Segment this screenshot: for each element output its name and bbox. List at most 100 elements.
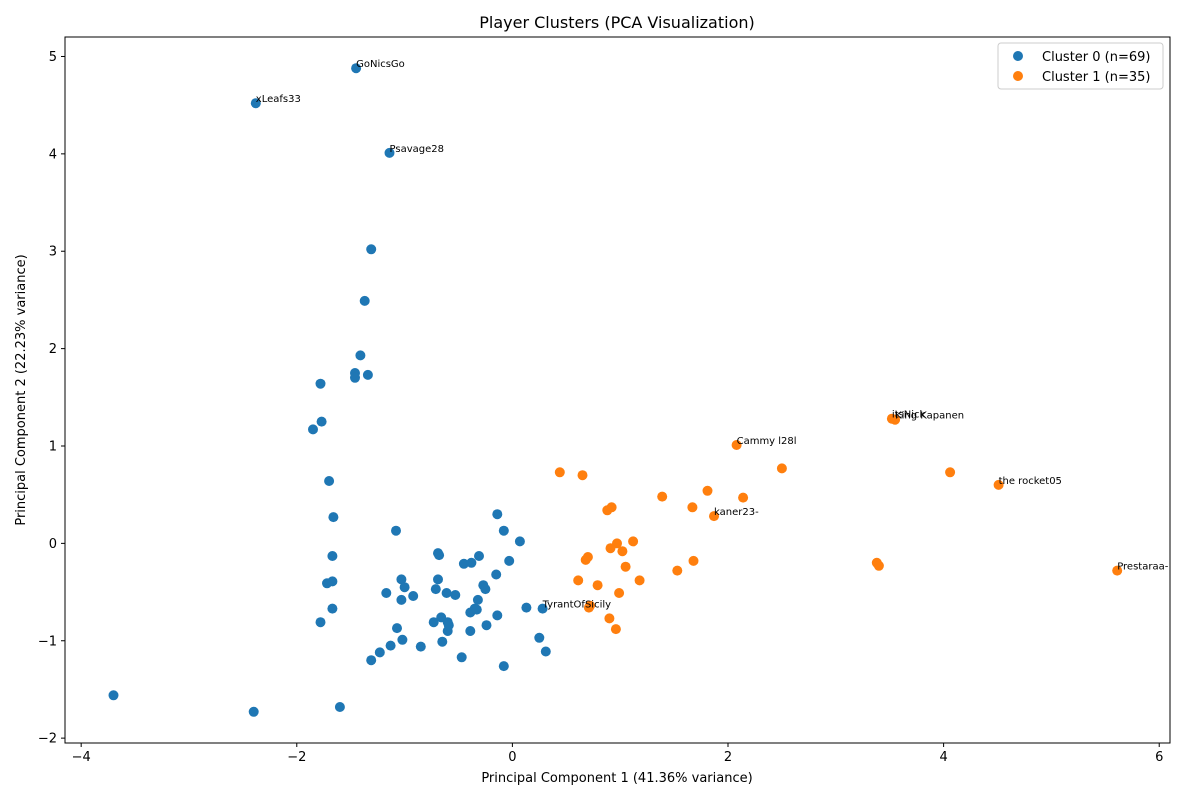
legend-label-cluster-0: Cluster 0 (n=69) <box>1042 50 1151 65</box>
legend-frame <box>997 42 1164 90</box>
x-tick-label: −2 <box>287 750 306 765</box>
cluster-1-point <box>731 440 742 450</box>
cluster-0-point <box>316 416 327 427</box>
cluster-0-point <box>504 555 515 566</box>
x-tick-label: 0 <box>508 750 516 765</box>
x-tick-label: −4 <box>72 750 91 765</box>
cluster-0-point <box>384 147 395 158</box>
x-tick-label: 6 <box>1155 750 1163 765</box>
cluster-0-point <box>540 646 551 657</box>
y-tick-label: 3 <box>49 245 57 260</box>
cluster-0-point <box>466 557 477 568</box>
cluster-1-point <box>657 491 668 502</box>
x-tick-label: 2 <box>724 750 732 765</box>
cluster-0-point <box>308 424 318 435</box>
cluster-0-point <box>366 655 377 666</box>
cluster-0-point <box>498 525 509 536</box>
cluster-1-point <box>634 575 645 586</box>
point-annotation: Psavage28 <box>390 144 444 155</box>
cluster-0-point <box>537 603 548 614</box>
legend: Cluster 0 (n=69) Cluster 1 (n=35) <box>997 42 1164 90</box>
cluster-0-point <box>355 350 366 361</box>
cluster-0-point <box>480 584 491 595</box>
x-axis-label: Principal Component 1 (41.36% variance) <box>481 771 752 786</box>
cluster-0-point <box>534 632 545 643</box>
y-tick-label: 5 <box>49 50 57 65</box>
cluster-0-point <box>443 620 454 631</box>
plot-frame <box>64 36 1171 744</box>
cluster-1-point <box>592 580 603 591</box>
cluster-0-point <box>498 661 509 672</box>
cluster-1-point <box>605 543 616 554</box>
cluster-0-point <box>471 604 482 615</box>
cluster-1-point <box>628 536 639 547</box>
cluster-1-point <box>573 575 584 586</box>
cluster-0-point <box>324 476 335 486</box>
cluster-1-point <box>702 485 713 496</box>
point-annotation: King Kapanen <box>895 411 964 422</box>
point-annotation: Cammy l28l <box>737 436 797 447</box>
cluster-0-point <box>248 706 259 717</box>
point-annotation: Prestaraa- <box>1117 562 1169 573</box>
y-tick-label: −2 <box>38 732 57 747</box>
cluster-0-point <box>385 640 396 651</box>
cluster-0-point <box>456 652 467 663</box>
y-tick-label: 1 <box>49 439 57 454</box>
point-annotation: the rocket05 <box>999 476 1062 487</box>
cluster-0-point <box>334 702 345 712</box>
cluster-0-point <box>397 634 408 645</box>
y-tick-label: 2 <box>49 342 57 357</box>
cluster-0-point <box>441 588 452 598</box>
cluster-1-point <box>577 470 588 481</box>
cluster-0-point <box>351 63 362 74</box>
cluster-1-point <box>610 624 621 635</box>
cluster-1-point <box>580 554 591 565</box>
cluster-0-point <box>437 636 448 647</box>
y-axis-ticks: −2 −1 0 1 2 3 4 5 <box>38 50 65 747</box>
cluster-1-point <box>873 560 884 571</box>
cluster-1-point <box>614 588 625 598</box>
cluster-0-point <box>350 372 360 383</box>
cluster-0-point <box>465 626 476 636</box>
point-annotation: GoNicsGo <box>356 59 405 70</box>
cluster-0-point <box>327 603 338 614</box>
cluster-0-point <box>366 244 377 255</box>
cluster-0-point <box>392 623 402 634</box>
cluster-0-point <box>428 617 439 628</box>
y-tick-label: 4 <box>49 147 57 162</box>
legend-label-cluster-1: Cluster 1 (n=35) <box>1042 70 1151 85</box>
cluster-0-point <box>430 584 441 595</box>
point-annotation: kaner23- <box>714 507 759 518</box>
cluster-0-point <box>315 617 326 628</box>
cluster-0-point <box>492 610 503 621</box>
x-tick-label: 4 <box>939 750 947 765</box>
cluster-0-point <box>327 551 338 561</box>
cluster-0-point <box>396 574 407 585</box>
cluster-0-point <box>450 590 461 600</box>
cluster-1-point <box>1112 565 1123 576</box>
cluster-0-point <box>391 525 401 536</box>
cluster-0-point <box>481 620 492 631</box>
cluster-1-point <box>617 546 628 557</box>
cluster-0-point <box>250 98 261 109</box>
cluster-0-point <box>396 594 407 605</box>
cluster-0-point <box>408 591 419 601</box>
point-annotations: GoNicsGo xLeafs33 Psavage28 TyrantOfSicily i… <box>256 59 1169 610</box>
cluster-0-point <box>458 558 469 569</box>
cluster-0-point <box>433 574 443 585</box>
cluster-1-point <box>738 492 749 503</box>
x-axis-ticks: −4 −2 0 2 4 6 <box>72 743 1163 765</box>
cluster-1-point <box>687 502 698 513</box>
cluster-1-point <box>688 555 699 566</box>
cluster-0-point <box>327 576 338 587</box>
plot-marks <box>108 63 1123 717</box>
cluster-0-point <box>108 690 119 701</box>
cluster-1-point <box>602 505 613 516</box>
y-tick-label: −1 <box>38 634 57 649</box>
y-axis-label: Principal Component 2 (22.23% variance) <box>14 254 29 525</box>
cluster-0-point <box>315 378 326 389</box>
point-annotation: TyrantOfSicily <box>542 600 612 611</box>
cluster-1-point <box>672 565 683 576</box>
cluster-0-point <box>381 588 392 598</box>
